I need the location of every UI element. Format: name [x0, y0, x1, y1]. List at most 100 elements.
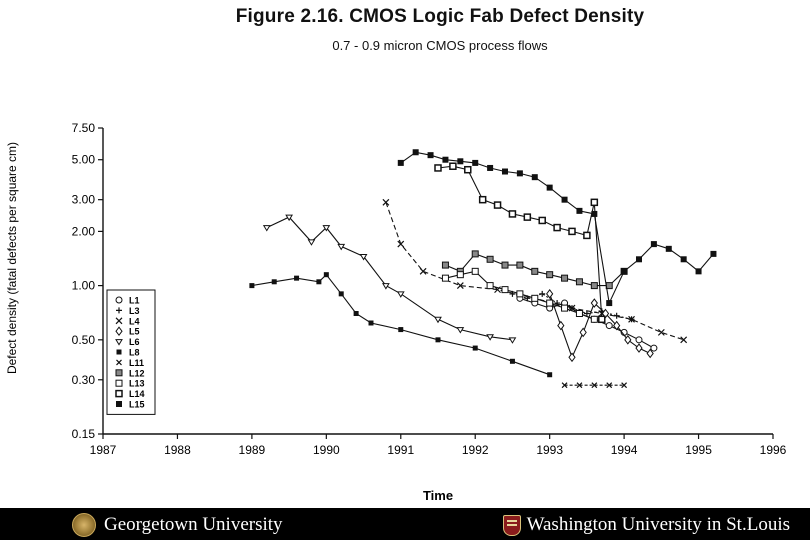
data-point [605, 322, 613, 330]
footer-bar: Georgetown University Washington Univers… [0, 508, 810, 540]
data-point [695, 268, 702, 275]
data-point [322, 225, 331, 232]
data-point [316, 279, 322, 285]
series-l15 [397, 149, 717, 307]
chart-subtitle: 0.7 - 0.9 micron CMOS process flows [332, 38, 548, 53]
data-point [635, 336, 643, 344]
y-tick-label: 3.00 [72, 193, 96, 207]
data-point [338, 291, 344, 297]
data-point [487, 164, 494, 171]
data-point [628, 315, 635, 323]
y-tick-label: 2.00 [72, 224, 96, 238]
legend-label: L1 [129, 296, 140, 306]
data-point [680, 256, 687, 263]
data-point [598, 315, 606, 324]
data-point [508, 337, 517, 344]
data-point [441, 274, 449, 282]
legend-label: L15 [129, 400, 145, 410]
data-point [472, 159, 479, 166]
x-tick-label: 1995 [685, 443, 712, 457]
data-point [441, 261, 449, 269]
y-tick-label: 7.50 [72, 121, 96, 135]
data-point [464, 165, 472, 174]
series-l3 [509, 290, 635, 323]
data-point [539, 290, 546, 297]
series-l13 [441, 267, 598, 323]
series-l14 [434, 162, 606, 324]
data-point [516, 261, 524, 269]
y-tick-label: 5.00 [72, 153, 96, 167]
chart-title: Figure 2.16. CMOS Logic Fab Defect Densi… [235, 6, 645, 27]
data-point [657, 328, 665, 336]
legend-label: L12 [129, 368, 145, 378]
data-point [621, 382, 628, 389]
data-point [561, 274, 569, 282]
legend-marker [116, 349, 122, 355]
data-point [359, 254, 368, 261]
georgetown-seal-icon [72, 513, 96, 537]
y-axis-label: Defect density (fatal defects per square… [5, 142, 19, 374]
y-tick-label: 0.15 [72, 427, 96, 441]
data-point [501, 286, 509, 294]
data-point [434, 316, 442, 324]
data-point [680, 336, 688, 344]
data-point [546, 184, 553, 191]
x-tick-label: 1987 [90, 443, 117, 457]
washu-shield-icon [502, 514, 521, 536]
data-point [419, 267, 427, 275]
data-point [590, 198, 599, 207]
series-l6 [262, 214, 517, 344]
data-point [353, 311, 359, 317]
y-tick-label: 0.30 [72, 373, 96, 387]
data-point [397, 159, 404, 166]
data-point [575, 278, 583, 286]
data-point [442, 156, 449, 163]
data-point [493, 201, 502, 209]
legend-marker [116, 307, 122, 314]
x-tick-label: 1988 [164, 443, 191, 457]
data-point [621, 268, 628, 275]
data-point [486, 255, 494, 263]
legend-marker [115, 339, 123, 346]
y-tick-label: 0.50 [72, 333, 96, 347]
legend-label: L4 [129, 316, 140, 326]
data-point [568, 352, 576, 363]
data-point [546, 299, 554, 307]
data-point [606, 300, 613, 307]
defect-density-chart: 1987 1988 1989 1990 1991 1992 1993 1994 1995 1996… [5, 121, 787, 503]
x-tick-label: 1990 [313, 443, 340, 457]
series-line [266, 216, 513, 341]
data-point [531, 267, 539, 275]
data-point [546, 289, 554, 299]
data-point [624, 334, 632, 345]
data-point [509, 358, 515, 364]
legend-label: L14 [129, 389, 145, 399]
series-line [400, 151, 714, 305]
data-point [583, 310, 590, 317]
data-point [382, 198, 390, 206]
legend-label: L8 [129, 348, 140, 358]
x-tick-label: 1993 [536, 443, 563, 457]
data-point [397, 240, 405, 248]
data-point [471, 250, 479, 258]
chart-axes: 1987 1988 1989 1990 1991 1992 1993 1994 1995 1996… [72, 121, 787, 457]
data-point [478, 195, 487, 204]
x-tick-label: 1989 [239, 443, 266, 457]
x-tick-label: 1994 [611, 443, 638, 457]
legend-label: L5 [129, 327, 140, 337]
data-point [590, 315, 598, 323]
data-point [590, 282, 598, 290]
data-point [635, 343, 643, 353]
legend-label: L11 [129, 358, 144, 368]
data-point [398, 327, 404, 333]
data-point [472, 345, 478, 351]
data-point [285, 214, 293, 222]
data-point [249, 283, 255, 289]
data-point [502, 168, 508, 175]
data-point [471, 267, 479, 275]
plot-area [249, 149, 717, 389]
legend-marker [116, 401, 122, 407]
data-point [531, 294, 539, 302]
footer-right: Washington University in St.Louis [502, 514, 790, 536]
